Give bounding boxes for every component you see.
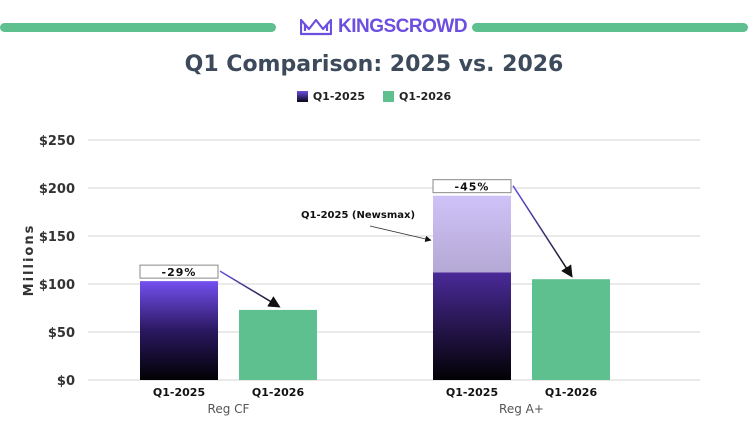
y-tick-label: $50 [48,326,75,341]
y-tick-label: $200 [39,182,75,197]
annotation-newsmax: Q1-2025 (Newsmax) [301,210,415,221]
x-tick-label: Q1-2026 [252,386,305,399]
bar-q1-2026 [239,309,317,380]
change-arrow [219,270,281,308]
crown-icon [300,18,332,36]
y-tick-label: $100 [39,278,75,293]
legend-swatch [383,91,394,102]
y-tick-label: $250 [39,134,75,149]
change-label-box [432,179,512,194]
legend-swatch [296,91,308,102]
legend-label: Q1-2025 [312,90,365,103]
brand-name: KINGSCROWD [338,16,468,37]
change-arrow [512,185,573,278]
legend-label: Q1-2026 [399,90,452,103]
x-tick-label: Q1-2026 [545,386,598,399]
bar-q1-2025 [140,281,218,380]
annotation-arrow [369,225,432,243]
chart-title: Q1 Comparison: 2025 vs. 2026 [184,52,564,77]
legend: Q1-2025 Q1-2026 [0,90,748,103]
kingscrowd-logo: KINGSCROWD [300,16,468,38]
group-label: Reg CF [208,402,250,416]
change-label: -45% [455,181,490,194]
y-tick-label: $0 [57,374,75,389]
change-label: -29% [162,266,197,279]
bar-q1-2026 [532,279,610,380]
group-label: Reg A+ [499,402,544,416]
x-tick-label: Q1-2025 [446,386,498,399]
y-tick-label: $150 [39,230,75,245]
x-tick-label: Q1-2025 [153,386,205,399]
legend-item-q1-2026: Q1-2026 [383,90,451,103]
decorative-bar-left [0,23,276,32]
legend-item-q1-2025: Q1-2025 [296,90,365,103]
bar-q1-2025 [433,272,511,380]
decorative-bar-right [472,23,748,32]
change-label-box [139,264,219,279]
bar-q1-2025-newsmax [433,195,511,273]
y-axis-label: Millions [22,224,37,297]
